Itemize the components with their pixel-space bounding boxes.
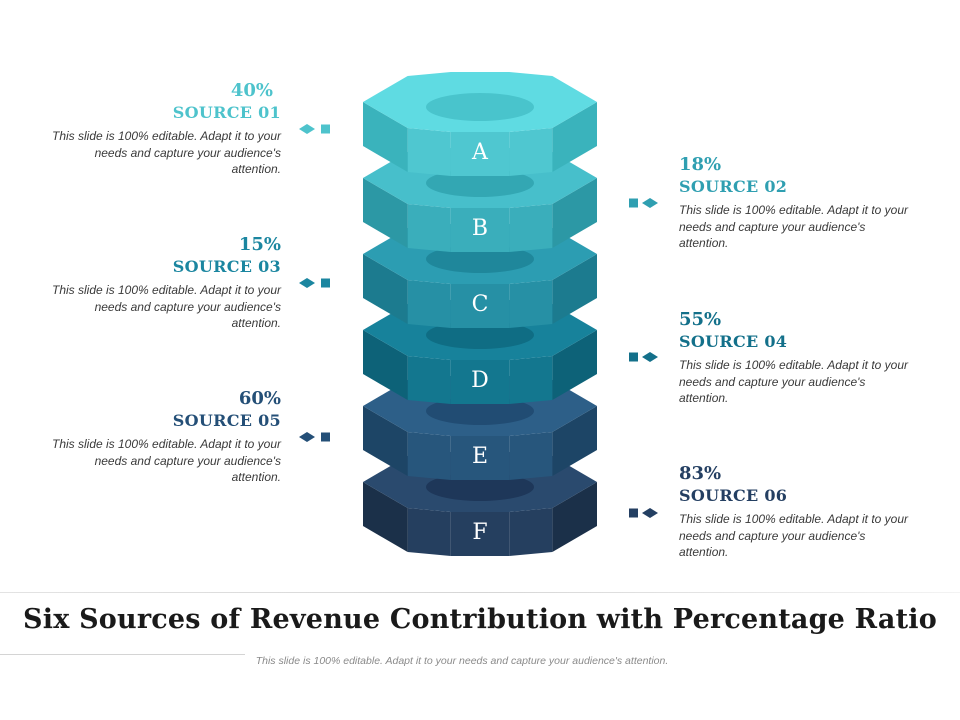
source-04-label: SOURCE 04 bbox=[679, 332, 788, 351]
disc-letter-c: C bbox=[472, 292, 489, 317]
disc-side-face bbox=[363, 178, 408, 248]
source-06-block: 83% SOURCE 06 This slide is 100% editabl… bbox=[679, 463, 909, 561]
disc-side-face bbox=[407, 508, 451, 556]
disc-side-face bbox=[509, 508, 553, 556]
source-06-connector-icon bbox=[629, 508, 658, 518]
source-02-label: SOURCE 02 bbox=[679, 177, 788, 196]
source-01-description: This slide is 100% editable. Adapt it to… bbox=[51, 129, 281, 176]
source-05-label: SOURCE 05 bbox=[172, 411, 281, 430]
source-01-label: SOURCE 01 bbox=[172, 103, 281, 122]
disc-side-face bbox=[509, 280, 553, 328]
disc-side-face bbox=[509, 356, 553, 404]
source-05-connector-icon bbox=[299, 432, 330, 442]
source-05-percent: 60% bbox=[238, 388, 281, 409]
disc-side-face bbox=[450, 436, 510, 480]
disc-side-face bbox=[509, 204, 553, 252]
source-03-percent: 15% bbox=[238, 234, 281, 255]
disc-side-face bbox=[407, 432, 451, 480]
source-04-percent: 55% bbox=[679, 309, 722, 330]
source-04-description: This slide is 100% editable. Adapt it to… bbox=[679, 358, 909, 405]
disc-layer-a: A bbox=[363, 72, 597, 176]
disc-side-face bbox=[363, 102, 408, 172]
layered-disc-stack: F E D C B A bbox=[363, 72, 597, 556]
disc-side-face bbox=[552, 254, 597, 324]
source-02-description: This slide is 100% editable. Adapt it to… bbox=[679, 203, 909, 250]
disc-side-face bbox=[363, 330, 408, 400]
source-01-connector-icon bbox=[299, 124, 330, 134]
bottom-divider bbox=[0, 654, 245, 655]
disc-side-face bbox=[552, 330, 597, 400]
source-06-percent: 83% bbox=[679, 463, 722, 484]
source-03-description: This slide is 100% editable. Adapt it to… bbox=[51, 283, 281, 330]
page-subtitle: This slide is 100% editable. Adapt it to… bbox=[255, 655, 669, 667]
disc-center-hole bbox=[426, 93, 534, 121]
disc-side-face bbox=[363, 406, 408, 476]
disc-side-face bbox=[552, 406, 597, 476]
disc-letter-d: D bbox=[471, 368, 489, 393]
disc-side-face bbox=[552, 178, 597, 248]
source-06-description: This slide is 100% editable. Adapt it to… bbox=[679, 512, 909, 559]
page-title: Six Sources of Revenue Contribution with… bbox=[23, 604, 937, 635]
disc-side-face bbox=[407, 356, 451, 404]
disc-side-face bbox=[552, 482, 597, 552]
top-divider bbox=[0, 592, 960, 593]
disc-side-face bbox=[450, 512, 510, 556]
source-03-label: SOURCE 03 bbox=[172, 257, 281, 276]
disc-side-face bbox=[450, 284, 510, 328]
disc-side-face bbox=[509, 128, 553, 176]
source-02-percent: 18% bbox=[679, 154, 722, 175]
disc-side-face bbox=[450, 208, 510, 252]
source-02-connector-icon bbox=[629, 198, 658, 208]
source-01-block: 40% SOURCE 01 This slide is 100% editabl… bbox=[51, 80, 281, 178]
source-01-percent: 40% bbox=[230, 80, 273, 101]
disc-side-face bbox=[552, 102, 597, 172]
disc-side-face bbox=[363, 482, 408, 552]
disc-side-face bbox=[407, 280, 451, 328]
disc-letter-e: E bbox=[472, 444, 488, 469]
source-02-block: 18% SOURCE 02 This slide is 100% editabl… bbox=[679, 154, 909, 252]
source-05-description: This slide is 100% editable. Adapt it to… bbox=[51, 437, 281, 484]
source-04-connector-icon bbox=[629, 352, 658, 362]
source-03-connector-icon bbox=[299, 278, 330, 288]
source-06-label: SOURCE 06 bbox=[679, 486, 788, 505]
disc-side-face bbox=[407, 128, 451, 176]
source-04-block: 55% SOURCE 04 This slide is 100% editabl… bbox=[679, 309, 909, 407]
disc-letter-f: F bbox=[472, 520, 487, 545]
source-05-block: 60% SOURCE 05 This slide is 100% editabl… bbox=[51, 388, 281, 486]
disc-side-face bbox=[407, 204, 451, 252]
disc-letter-b: B bbox=[472, 216, 488, 241]
disc-letter-a: A bbox=[471, 140, 489, 165]
disc-side-face bbox=[363, 254, 408, 324]
disc-layer-e: E bbox=[363, 376, 597, 480]
disc-side-face bbox=[509, 432, 553, 480]
source-03-block: 15% SOURCE 03 This slide is 100% editabl… bbox=[51, 234, 281, 332]
disc-side-face bbox=[450, 360, 510, 404]
disc-side-face bbox=[450, 132, 510, 176]
